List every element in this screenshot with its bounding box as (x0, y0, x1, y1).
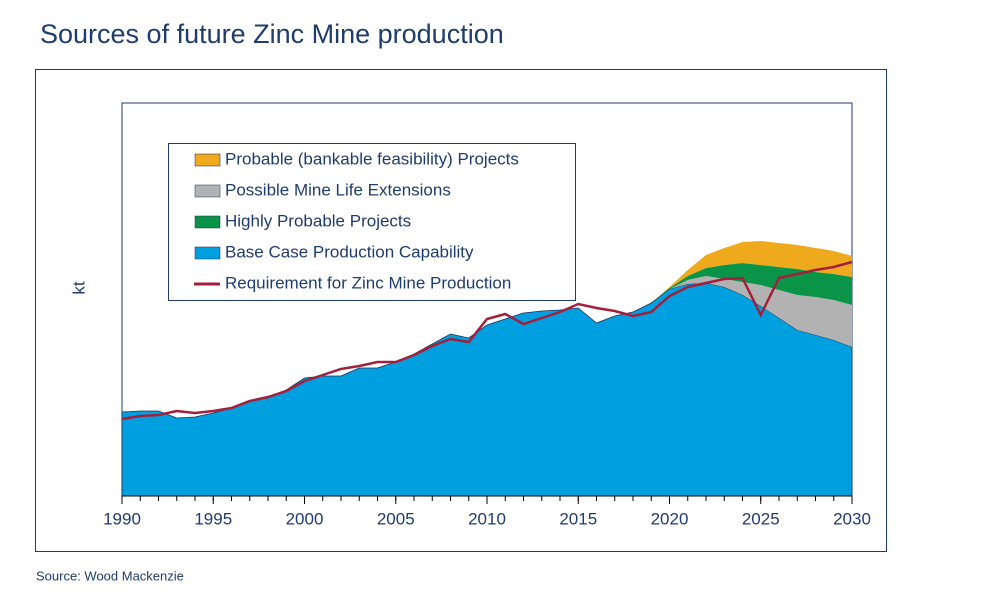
line-series (121, 260, 853, 421)
x-tick-label: 2000 (286, 509, 324, 528)
legend-label: Probable (bankable feasibility) Projects (225, 149, 519, 168)
legend-label: Possible Mine Life Extensions (225, 180, 451, 199)
chart-title: Sources of future Zinc Mine production (40, 19, 504, 49)
x-tick-label: 1990 (103, 509, 141, 528)
source-note: Source: Wood Mackenzie (36, 568, 184, 583)
legend-label: Requirement for Zinc Mine Production (225, 273, 511, 292)
x-tick-label: 2010 (468, 509, 506, 528)
legend-swatch (194, 215, 221, 229)
area-series (122, 276, 852, 418)
legend-swatch (194, 246, 221, 260)
x-tick-label: 2015 (559, 509, 597, 528)
y-axis-label: kt (69, 281, 88, 295)
x-tick-label: 2025 (742, 509, 780, 528)
x-tick-label: 2005 (377, 509, 415, 528)
area-series (122, 241, 852, 418)
legend-swatch (194, 184, 221, 198)
x-tick-label: 2030 (833, 509, 871, 528)
legend-swatch (194, 153, 221, 167)
x-tick-label: 2020 (651, 509, 689, 528)
legend-label: Highly Probable Projects (225, 211, 411, 230)
frame (35, 69, 887, 552)
x-tick-label: 1995 (194, 509, 232, 528)
legend-label: Base Case Production Capability (225, 242, 474, 261)
legend-box (168, 143, 576, 301)
